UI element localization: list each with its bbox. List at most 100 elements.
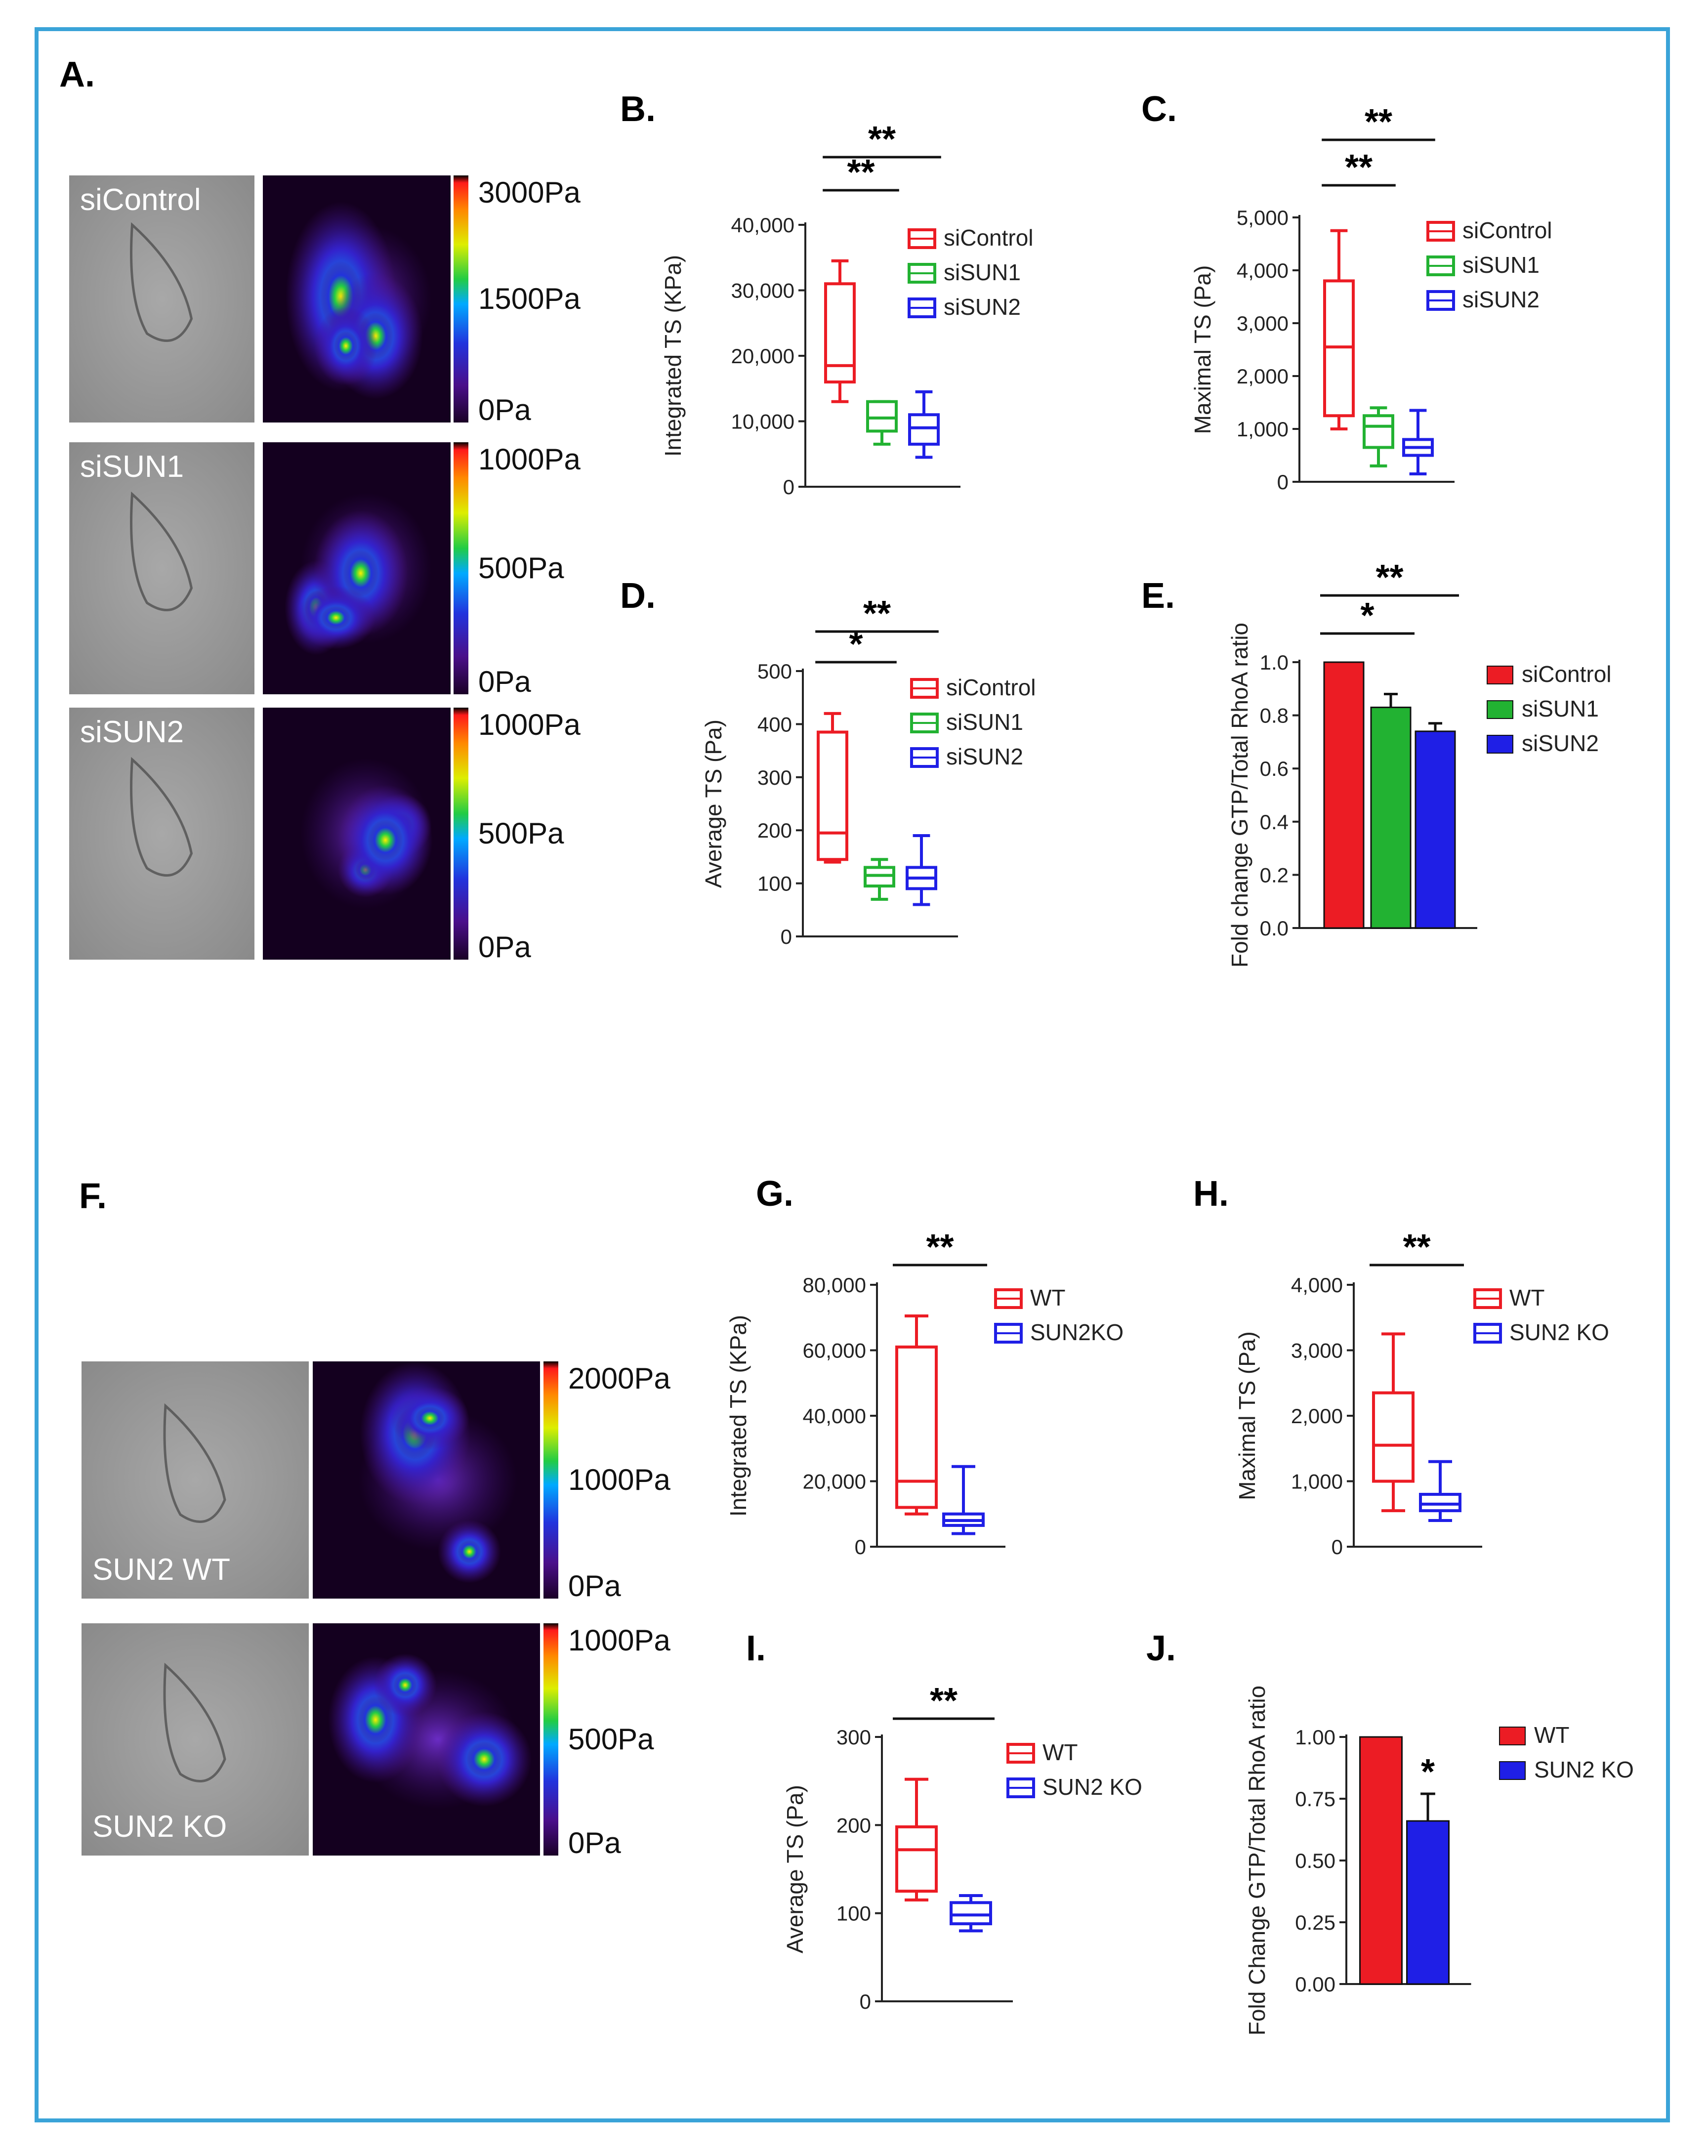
y-axis-label: Maximal TS (Pa) bbox=[1234, 1331, 1260, 1500]
panel-letter-d: D. bbox=[620, 576, 656, 616]
bar-sicontrol bbox=[1323, 661, 1365, 929]
box-sisun1 bbox=[1363, 406, 1394, 467]
phase-contrast-image bbox=[69, 708, 254, 960]
box-sicontrol bbox=[817, 712, 848, 864]
box-iqr bbox=[1372, 1391, 1415, 1483]
legend-label: siSUN2 bbox=[946, 744, 1023, 769]
significance-label: ** bbox=[930, 1681, 958, 1721]
colorbar-label: 0Pa bbox=[478, 393, 531, 426]
cell-outline bbox=[130, 222, 193, 342]
chart-i: I. 0 100 200 300 Average TS (Pa) WT SUN2 KO ** bbox=[746, 1629, 1142, 2013]
panel-letter-g: G. bbox=[756, 1174, 793, 1214]
legend-swatch bbox=[1487, 700, 1513, 719]
y-tick-label: 200 bbox=[836, 1814, 871, 1837]
box-sicontrol bbox=[824, 259, 856, 403]
panel-letter-h: H. bbox=[1193, 1174, 1229, 1214]
cell-outline bbox=[130, 491, 193, 611]
y-tick-label: 0.25 bbox=[1295, 1911, 1335, 1934]
y-tick-label: 0 bbox=[783, 475, 794, 499]
bar bbox=[1406, 1820, 1450, 1985]
box-iqr bbox=[895, 1825, 938, 1893]
y-axis-label: Average TS (Pa) bbox=[782, 1785, 808, 1953]
image-row-f-0: SUN2 WT 2000Pa 1000Pa 0Pa bbox=[82, 1361, 670, 1603]
y-tick-label: 10,000 bbox=[731, 410, 794, 433]
legend-label: siSUN1 bbox=[944, 259, 1021, 285]
y-tick-label: 0 bbox=[860, 1990, 871, 2013]
box-iqr bbox=[1419, 1493, 1461, 1513]
box-sun2ko bbox=[942, 1465, 985, 1535]
y-tick-label: 100 bbox=[836, 1902, 871, 1925]
colorbar-label: 0Pa bbox=[478, 930, 531, 964]
chart-panels: B. 0 10,000 20,000 30,000 40,000 Integrated TS… bbox=[620, 89, 1634, 2035]
y-tick-label: 400 bbox=[757, 713, 792, 736]
y-tick-label: 3,000 bbox=[1291, 1339, 1343, 1362]
bar bbox=[1323, 661, 1365, 929]
image-panels: A. siControl 3000Pa 1500Pa 0Pa siSUN1 1000Pa 50… bbox=[59, 55, 670, 1860]
significance-label: ** bbox=[1375, 558, 1403, 597]
chart-e: E. 0.0 0.2 0.4 0.6 0.8 1.0 Fold change GTP/Tota… bbox=[1141, 558, 1612, 968]
image-label: siControl bbox=[80, 183, 201, 217]
legend-label: siSUN2 bbox=[1522, 730, 1599, 756]
legend-label: SUN2 KO bbox=[1042, 1774, 1142, 1800]
force-hotspot bbox=[343, 550, 378, 597]
legend-label: WT bbox=[1534, 1722, 1570, 1748]
panel-letter-f: F. bbox=[79, 1177, 107, 1216]
force-hotspot bbox=[466, 1741, 502, 1777]
force-hotspot bbox=[415, 1406, 445, 1430]
y-axis-label: Fold change GTP/Total RhoA ratio bbox=[1227, 623, 1252, 968]
legend-label: SUN2 KO bbox=[1509, 1319, 1609, 1345]
y-tick-label: 0 bbox=[855, 1535, 866, 1559]
box-iqr bbox=[1363, 414, 1394, 449]
colorbar-label: 0Pa bbox=[568, 1569, 621, 1603]
force-hotspot bbox=[368, 819, 403, 861]
panel-letter-a: A. bbox=[59, 55, 95, 94]
cell-outline bbox=[163, 1403, 226, 1523]
colorbar-label: 1000Pa bbox=[478, 443, 581, 476]
box-sicontrol bbox=[1323, 229, 1355, 430]
bar bbox=[1359, 1736, 1403, 1985]
force-hotspot bbox=[334, 331, 358, 361]
y-tick-label: 0.6 bbox=[1260, 757, 1289, 780]
chart-c: C. 0 1,000 2,000 3,000 4,000 5,000 Maximal TS (… bbox=[1141, 89, 1552, 494]
y-tick-label: 40,000 bbox=[803, 1404, 866, 1428]
y-tick-label: 2,000 bbox=[1237, 365, 1289, 388]
colorbar-label: 500Pa bbox=[568, 1723, 654, 1756]
image-label: SUN2 WT bbox=[92, 1553, 230, 1587]
y-tick-label: 200 bbox=[757, 819, 792, 842]
y-axis-label: Maximal TS (Pa) bbox=[1190, 265, 1215, 434]
y-tick-label: 20,000 bbox=[803, 1470, 866, 1493]
legend-swatch bbox=[1499, 1727, 1526, 1745]
force-hotspot bbox=[321, 606, 351, 630]
y-tick-label: 0.0 bbox=[1260, 917, 1289, 940]
y-tick-label: 300 bbox=[757, 766, 792, 789]
y-tick-label: 1,000 bbox=[1291, 1470, 1343, 1493]
y-axis-label: Integrated TS (KPa) bbox=[725, 1315, 751, 1517]
y-tick-label: 30,000 bbox=[731, 279, 794, 302]
cell-outline bbox=[130, 757, 193, 877]
y-tick-label: 4,000 bbox=[1291, 1273, 1343, 1297]
colorbar bbox=[543, 1361, 558, 1599]
box-iqr bbox=[824, 282, 856, 383]
panel-letter-c: C. bbox=[1141, 89, 1177, 129]
legend-label: siControl bbox=[1522, 661, 1612, 687]
y-tick-label: 0.2 bbox=[1260, 863, 1289, 887]
image-row-a-2: siSUN2 1000Pa 500Pa 0Pa bbox=[69, 708, 581, 964]
legend-swatch bbox=[1499, 1761, 1526, 1780]
chart-d: D. 0 100 200 300 400 500 Average TS (Pa) siContr… bbox=[620, 576, 1036, 948]
colorbar-label: 500Pa bbox=[478, 551, 564, 585]
significance-label: ** bbox=[868, 120, 896, 159]
bar bbox=[1415, 730, 1456, 929]
legend-label: siSUN2 bbox=[1462, 287, 1540, 312]
legend-label: WT bbox=[1509, 1285, 1545, 1311]
bar-sisun1 bbox=[1370, 693, 1412, 929]
force-hotspot bbox=[393, 1673, 417, 1697]
legend-label: siSUN1 bbox=[1462, 252, 1540, 278]
box-iqr bbox=[817, 730, 848, 861]
bar-sun2-ko bbox=[1406, 1792, 1450, 1985]
colorbar-label: 500Pa bbox=[478, 817, 564, 850]
cell-outline bbox=[163, 1662, 226, 1782]
y-tick-label: 0.50 bbox=[1295, 1849, 1335, 1872]
chart-b: B. 0 10,000 20,000 30,000 40,000 Integrated TS… bbox=[620, 89, 1034, 499]
force-hotspot bbox=[458, 1540, 481, 1564]
